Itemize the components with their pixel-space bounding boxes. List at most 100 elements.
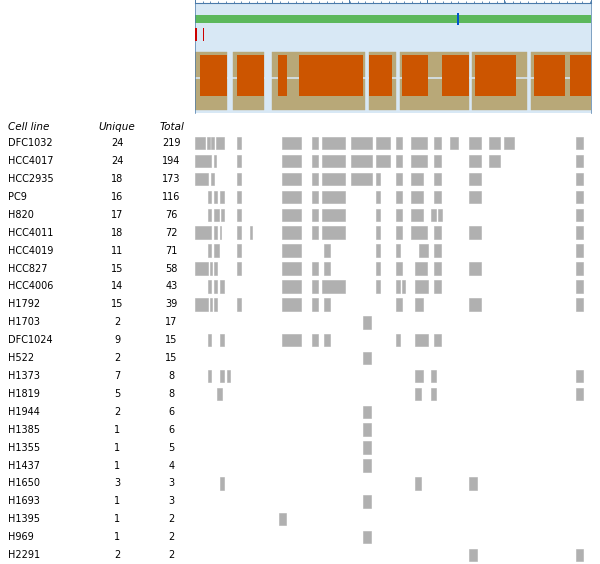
Bar: [402, 280, 405, 293]
Bar: [396, 262, 402, 275]
Bar: [402, 55, 428, 74]
Text: H1792: H1792: [8, 299, 40, 309]
Bar: [237, 227, 241, 239]
Bar: [415, 477, 421, 490]
Bar: [411, 137, 427, 149]
Text: H1819: H1819: [8, 389, 40, 399]
Text: 1: 1: [114, 443, 120, 452]
Text: Cell line: Cell line: [8, 122, 49, 132]
Bar: [208, 334, 211, 346]
Bar: [208, 280, 211, 293]
Bar: [411, 155, 427, 168]
Bar: [195, 262, 208, 275]
Bar: [195, 227, 211, 239]
Bar: [576, 370, 583, 382]
Text: DFC1032: DFC1032: [8, 138, 52, 148]
Bar: [368, 52, 396, 77]
Bar: [450, 137, 458, 149]
Bar: [237, 173, 241, 185]
Text: 17: 17: [166, 318, 178, 327]
Bar: [325, 244, 330, 257]
Bar: [363, 406, 371, 418]
Text: HCC4019: HCC4019: [8, 246, 53, 255]
Bar: [431, 370, 436, 382]
Text: HCC4006: HCC4006: [8, 281, 53, 292]
Bar: [312, 298, 318, 311]
Bar: [439, 209, 442, 221]
Bar: [214, 227, 217, 239]
Text: 16: 16: [111, 192, 123, 202]
Bar: [325, 298, 330, 311]
Bar: [214, 191, 217, 203]
Text: H1355: H1355: [8, 443, 40, 452]
Bar: [419, 244, 428, 257]
Text: 3: 3: [169, 478, 175, 488]
Text: 6: 6: [169, 407, 175, 417]
Bar: [237, 209, 241, 221]
Bar: [376, 137, 389, 149]
Bar: [396, 244, 400, 257]
Bar: [351, 155, 373, 168]
Bar: [469, 298, 481, 311]
Bar: [532, 52, 591, 77]
Bar: [469, 262, 481, 275]
Bar: [576, 137, 583, 149]
Bar: [402, 74, 428, 96]
Bar: [576, 155, 583, 168]
Bar: [396, 173, 402, 185]
Bar: [210, 298, 212, 311]
Text: 15: 15: [111, 299, 123, 309]
Text: 17: 17: [111, 210, 123, 220]
Text: 2: 2: [114, 353, 120, 363]
Bar: [211, 137, 214, 149]
Text: 1: 1: [114, 532, 120, 542]
Bar: [312, 137, 318, 149]
Text: 9: 9: [114, 335, 120, 345]
Bar: [195, 79, 227, 109]
Bar: [396, 191, 402, 203]
Bar: [282, 244, 301, 257]
Text: 39: 39: [166, 299, 178, 309]
Text: HCC4011: HCC4011: [8, 228, 53, 237]
Bar: [322, 173, 346, 185]
Bar: [280, 513, 286, 526]
Text: 43: 43: [166, 281, 178, 292]
Bar: [220, 370, 224, 382]
Bar: [396, 334, 400, 346]
Bar: [322, 280, 346, 293]
Bar: [363, 531, 371, 543]
Text: 2: 2: [169, 514, 175, 524]
Text: 219: 219: [163, 138, 181, 148]
Bar: [211, 173, 214, 185]
Bar: [376, 209, 380, 221]
Bar: [363, 424, 371, 436]
Bar: [469, 173, 481, 185]
Bar: [237, 244, 241, 257]
Text: H1944: H1944: [8, 407, 40, 417]
Text: 194: 194: [163, 156, 181, 166]
Bar: [434, 262, 440, 275]
Bar: [195, 173, 208, 185]
Text: H522: H522: [8, 353, 34, 363]
Bar: [322, 191, 346, 203]
Bar: [363, 352, 371, 364]
Bar: [282, 137, 301, 149]
Text: HCC827: HCC827: [8, 263, 47, 274]
Bar: [415, 262, 427, 275]
Bar: [237, 55, 264, 74]
Bar: [434, 334, 440, 346]
Text: 18: 18: [111, 228, 123, 237]
Bar: [217, 387, 222, 400]
Bar: [576, 209, 583, 221]
Bar: [282, 298, 301, 311]
Text: HCC2935: HCC2935: [8, 174, 53, 184]
Bar: [282, 191, 301, 203]
Text: Total: Total: [159, 122, 184, 132]
Text: Unique: Unique: [98, 122, 136, 132]
Bar: [368, 74, 392, 96]
Bar: [200, 55, 227, 74]
Text: 7: 7: [114, 371, 120, 381]
Bar: [434, 280, 440, 293]
Bar: [415, 387, 421, 400]
Bar: [434, 155, 440, 168]
